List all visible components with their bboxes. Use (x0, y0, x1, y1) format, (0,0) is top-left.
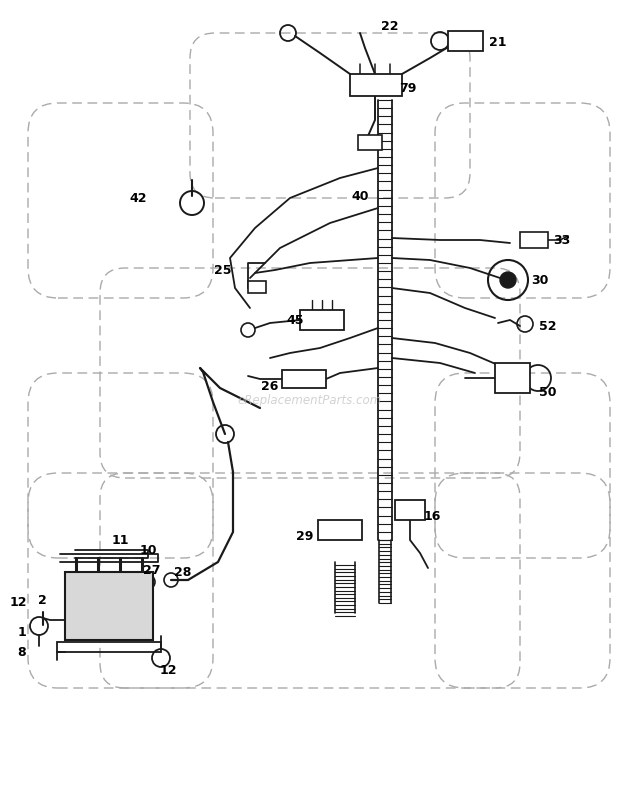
Text: 12: 12 (9, 597, 27, 609)
Text: 27: 27 (143, 563, 161, 577)
Bar (248, 281, 266, 293)
Text: 1: 1 (17, 626, 27, 640)
Bar (57, 642, 161, 652)
Circle shape (500, 272, 516, 288)
Bar (282, 370, 326, 388)
Text: 21: 21 (489, 35, 507, 49)
Text: 26: 26 (261, 380, 278, 392)
Text: 25: 25 (215, 263, 232, 277)
Text: 52: 52 (539, 319, 557, 333)
Text: 11: 11 (111, 533, 129, 547)
Bar (495, 363, 530, 393)
Text: 45: 45 (286, 314, 304, 326)
Text: 2: 2 (38, 593, 46, 607)
Text: 12: 12 (159, 663, 177, 677)
Text: 40: 40 (352, 189, 369, 203)
Text: 79: 79 (399, 81, 417, 95)
Text: 8: 8 (18, 646, 26, 660)
Bar (520, 232, 548, 248)
Bar (448, 31, 483, 51)
Text: 28: 28 (174, 567, 192, 579)
Text: 42: 42 (129, 191, 147, 205)
Bar (300, 310, 344, 330)
Text: 16: 16 (423, 510, 441, 522)
Bar (358, 135, 382, 150)
Bar (350, 74, 402, 96)
Text: eReplacementParts.com: eReplacementParts.com (238, 393, 382, 407)
Bar (318, 520, 362, 540)
Bar (65, 572, 153, 640)
Bar (395, 500, 425, 520)
Text: 30: 30 (531, 273, 549, 287)
Text: 50: 50 (539, 385, 557, 399)
Text: 10: 10 (140, 544, 157, 556)
Text: 29: 29 (296, 530, 314, 542)
Text: 22: 22 (381, 20, 399, 32)
Text: 33: 33 (554, 233, 570, 247)
